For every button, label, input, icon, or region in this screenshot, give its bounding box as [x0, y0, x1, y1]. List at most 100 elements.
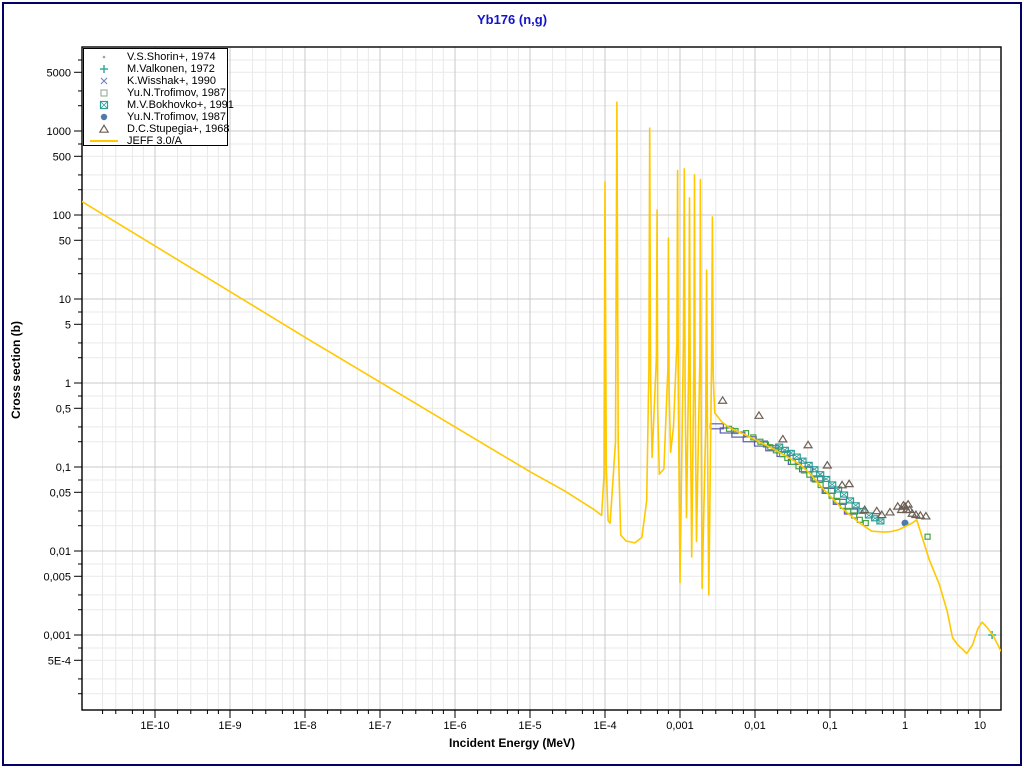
data-point [862, 519, 869, 527]
data-point [717, 395, 728, 404]
legend-entry-label: M.Valkonen, 1972 [127, 63, 215, 75]
legend-entry-label: Yu.N.Trofimov, 1987 [127, 87, 227, 99]
data-point [901, 519, 909, 527]
legend-entry: M.Valkonen, 1972 [84, 63, 227, 75]
data-point [798, 457, 807, 464]
x-tick-label: 1 [902, 720, 908, 732]
data-point [904, 504, 915, 514]
data-point [811, 476, 819, 483]
data-point [851, 502, 860, 509]
y-tick-label: 100 [53, 210, 71, 222]
data-point [846, 497, 854, 504]
y-tick-label: 0,001 [43, 630, 71, 642]
legend-symbol-x-icon [100, 77, 108, 85]
data-point [802, 440, 814, 449]
x-tick-label: 1E-9 [218, 720, 241, 732]
series-d-c-stupegia-1968 [717, 395, 931, 520]
data-point [822, 475, 831, 483]
legend-symbol-line-icon [90, 140, 118, 142]
plot-frame [81, 46, 1002, 711]
y-tick-label: 0,01 [50, 546, 71, 558]
y-tick-label: 0,5 [56, 403, 71, 415]
data-point [753, 440, 769, 447]
data-point [777, 434, 788, 443]
data-point [792, 453, 801, 460]
legend-entry: Yu.N.Trofimov, 1987 [84, 111, 227, 123]
data-point [828, 481, 837, 488]
data-point [858, 507, 867, 515]
x-tick-label: 1E-8 [293, 720, 316, 732]
y-tick-label: 1000 [47, 126, 71, 138]
legend-symbol-circle-filled-icon [100, 113, 108, 121]
y-axis-title: Cross section (b) [9, 320, 23, 420]
data-point [876, 510, 887, 519]
series-m-v-bokhovko-1991 [775, 443, 885, 525]
x-tick-label: 1E-7 [368, 720, 391, 732]
data-point [839, 491, 849, 498]
y-tick-label: 5 [65, 319, 71, 331]
data-point [775, 443, 784, 450]
data-point [817, 481, 824, 489]
legend-entry: V.S.Shorin+, 1974 [84, 51, 227, 63]
data-point [816, 471, 825, 478]
legend-entry: M.V.Bokhovko+, 1991 [84, 99, 234, 111]
x-tick-label: 0,1 [822, 720, 837, 732]
data-point [876, 518, 885, 525]
data-point [910, 510, 922, 519]
x-tick-label: 10 [974, 720, 986, 732]
y-tick-label: 0,05 [50, 487, 71, 499]
plot-data [82, 101, 1001, 655]
y-tick-label: 50 [59, 235, 71, 247]
data-point [924, 533, 931, 540]
legend-entry-label: D.C.Stupegia+, 1968 [127, 123, 230, 135]
data-point [903, 499, 914, 508]
data-point [822, 460, 833, 469]
legend-symbol-square-open-icon [100, 89, 108, 97]
x-tick-label: 1E-4 [593, 720, 616, 732]
y-tick-label: 500 [53, 151, 71, 163]
x-tick-label: 0,01 [744, 720, 765, 732]
legend-entry: JEFF 3.0/A [84, 135, 227, 147]
plot-title: Yb176 (n,g) [476, 12, 548, 27]
y-tick-label: 5E-4 [48, 655, 71, 667]
data-point [840, 491, 848, 498]
y-tick-label: 1 [65, 378, 71, 390]
data-point [920, 511, 931, 520]
legend-entry-label: V.S.Shorin+, 1974 [127, 51, 216, 63]
data-point [871, 515, 880, 522]
y-tick-label: 0,005 [43, 571, 71, 583]
data-point [804, 461, 813, 468]
legend-entry: Yu.N.Trofimov, 1987 [84, 87, 227, 99]
data-point [892, 501, 903, 510]
legend: V.S.Shorin+, 1974 M.Valkonen, 1972 K.Wissh… [83, 48, 234, 147]
x-axis-title: Incident Energy (MeV) [448, 736, 576, 750]
x-axis-ticks: 1E-10 1E-9 1E-8 1E-7 1E-6 1E-5 1E-4 0,001 0,01 0,… [102, 710, 986, 732]
data-point [822, 476, 830, 482]
data-point [859, 504, 870, 514]
legend-entry: D.C.Stupegia+, 1968 [84, 123, 230, 135]
y-tick-label: 0,1 [56, 462, 71, 474]
data-point [845, 497, 855, 504]
data-point [851, 502, 860, 509]
y-tick-label: 5000 [47, 67, 71, 79]
data-point [753, 410, 765, 419]
legend-entry-label: Yu.N.Trofimov, 1987 [127, 111, 227, 123]
x-tick-label: 1E-10 [140, 720, 169, 732]
x-tick-label: 1E-5 [518, 720, 541, 732]
series-yu-n-trofimov-1987-point- [901, 519, 909, 527]
data-point [915, 510, 926, 519]
data-point [810, 466, 819, 473]
legend-symbol-dot-icon [102, 55, 106, 59]
y-axis-ticks: 5000 1000 500 100 50 10 5 1 0,5 0,1 0,05 0,01 0,005 0… [43, 59, 82, 695]
jeff-curve [82, 101, 1001, 655]
series-jeff-3-0-a [82, 101, 1001, 655]
legend-entry-label: K.Wisshak+, 1990 [127, 75, 216, 87]
legend-entry-label: M.V.Bokhovko+, 1991 [127, 99, 234, 111]
y-tick-label: 10 [59, 294, 71, 306]
data-point [844, 479, 855, 488]
legend-entry: K.Wisshak+, 1990 [84, 75, 227, 87]
data-point [810, 466, 819, 473]
legend-symbol-triangle-open-icon [98, 124, 110, 133]
